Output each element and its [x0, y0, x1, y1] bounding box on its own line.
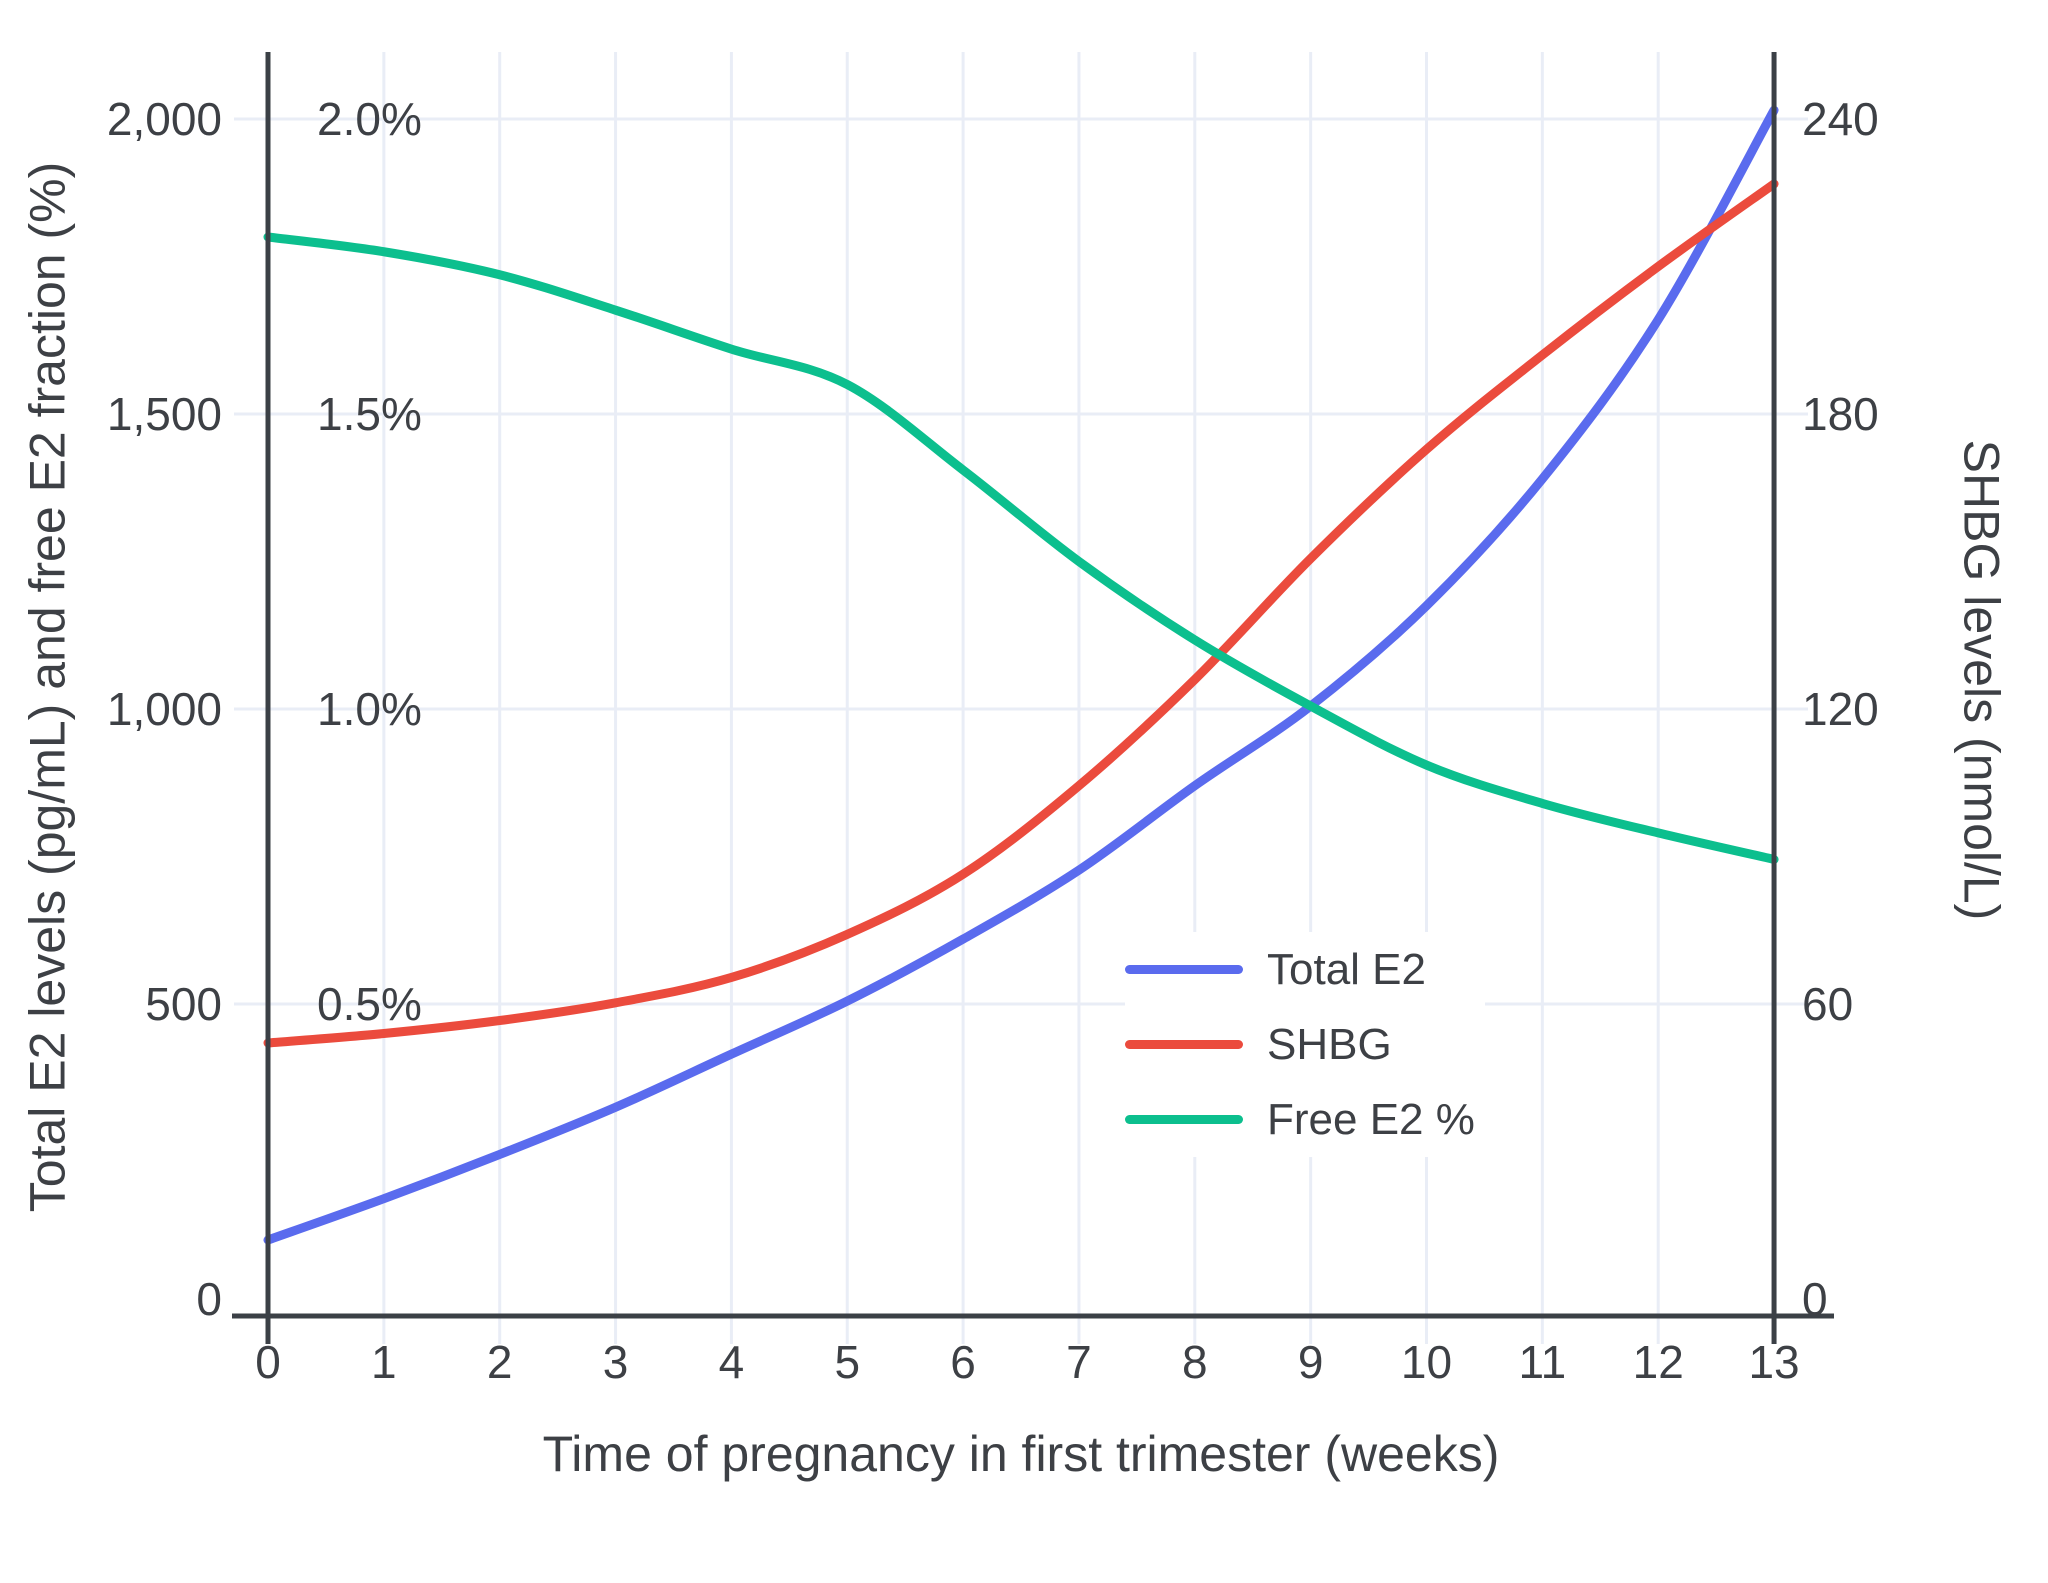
- left-axis-title: Total E2 levels (pg/mL) and free E2 frac…: [19, 161, 76, 1213]
- right-axis-tick-label: 0: [1802, 1273, 1828, 1325]
- legend-item-free-e2: Free E2 %: [1125, 1082, 1485, 1157]
- left-axis-tick-label: 500: [145, 978, 222, 1030]
- percent-tick-label: 2.0%: [317, 93, 422, 145]
- x-axis-tick-label: 13: [1748, 1336, 1799, 1388]
- x-axis-tick-label: 4: [719, 1336, 745, 1388]
- left-axis-tick-label: 0: [196, 1273, 222, 1325]
- x-axis-tick-label: 11: [1518, 1336, 1566, 1388]
- x-axis-tick-label: 6: [950, 1336, 976, 1388]
- left-axis-tick-label: 1,000: [107, 683, 222, 735]
- legend-swatch-free-e2: [1125, 1115, 1243, 1124]
- right-axis-title: SHBG levels (nmol/L): [1953, 439, 2010, 921]
- legend-label: SHBG: [1267, 1019, 1392, 1069]
- x-axis-tick-label: 3: [603, 1336, 629, 1388]
- x-axis-title: Time of pregnancy in first trimester (we…: [542, 1426, 1500, 1482]
- legend-label: Total E2: [1267, 944, 1426, 994]
- x-axis-tick-label: 10: [1401, 1336, 1452, 1388]
- left-axis-tick-label: 1,500: [107, 388, 222, 440]
- x-axis-tick-label: 8: [1182, 1336, 1208, 1388]
- x-axis-tick-label: 0: [255, 1336, 281, 1388]
- legend-item-shbg: SHBG: [1125, 1007, 1485, 1082]
- x-axis-tick-label: 1: [371, 1336, 397, 1388]
- percent-tick-label: 1.0%: [317, 683, 422, 735]
- percent-tick-label: 0.5%: [317, 978, 422, 1030]
- x-axis-tick-label: 7: [1066, 1336, 1092, 1388]
- legend-label: Free E2 %: [1267, 1094, 1475, 1144]
- x-axis-tick-label: 5: [834, 1336, 860, 1388]
- series-line-total-e2: [263, 105, 1779, 1245]
- x-axis-tick-label: 12: [1633, 1336, 1684, 1388]
- x-axis-tick-label: 9: [1298, 1336, 1324, 1388]
- series-line-free-e2: [263, 232, 1779, 864]
- series-line-shbg: [263, 179, 1779, 1048]
- x-axis-tick-label: 2: [487, 1336, 513, 1388]
- right-axis-tick-label: 240: [1802, 93, 1879, 145]
- legend: Total E2 SHBG Free E2 %: [1125, 932, 1485, 1157]
- right-axis-tick-label: 180: [1802, 388, 1879, 440]
- percent-tick-label: 1.5%: [317, 388, 422, 440]
- left-axis-tick-label: 2,000: [107, 93, 222, 145]
- legend-item-total-e2: Total E2: [1125, 932, 1485, 1007]
- right-axis-tick-label: 60: [1802, 978, 1853, 1030]
- legend-swatch-shbg: [1125, 1040, 1243, 1049]
- legend-swatch-total-e2: [1125, 965, 1243, 974]
- right-axis-tick-label: 120: [1802, 683, 1879, 735]
